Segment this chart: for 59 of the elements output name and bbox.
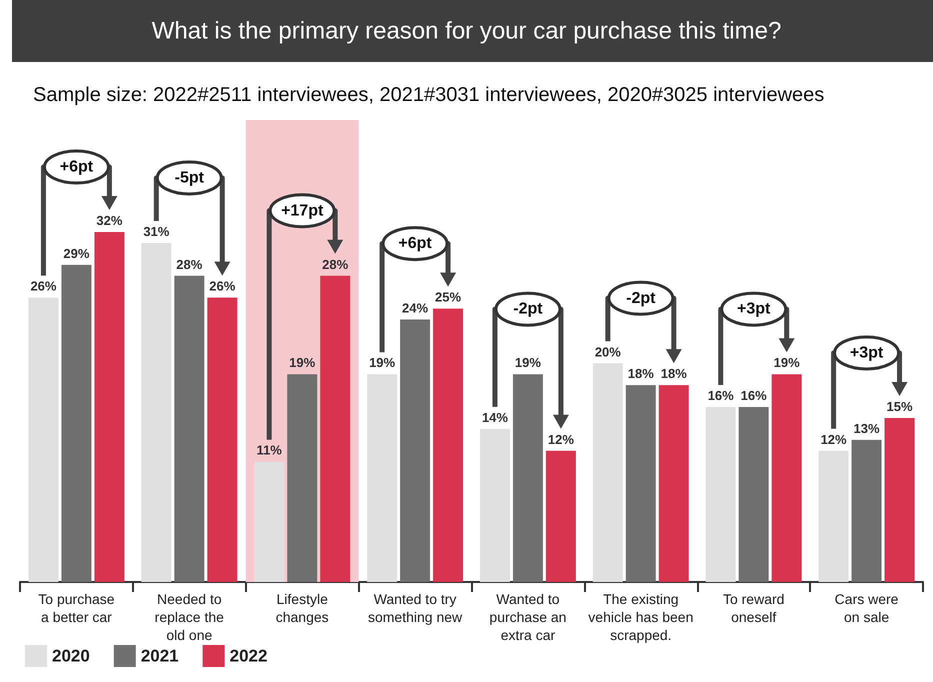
data-label: 28%	[322, 256, 349, 272]
bar	[706, 407, 736, 582]
x-tick-label: Lifestyle changes	[276, 591, 329, 625]
bar	[367, 374, 398, 582]
x-tick-label: The existing vehicle has been scrapped.	[588, 591, 694, 643]
data-label: 28%	[176, 256, 203, 272]
data-label: 18%	[660, 366, 688, 382]
x-tick-label: To reward oneself	[722, 591, 784, 625]
bar	[738, 407, 769, 582]
bar	[28, 298, 58, 582]
data-label: 18%	[628, 366, 654, 382]
text: -5pt	[174, 169, 205, 186]
bar	[658, 385, 689, 582]
x-tick-label: Needed to replace the old one	[154, 591, 224, 643]
annotation: +3pt	[850, 344, 884, 362]
chart-subtitle: Sample size: 2022#2511 interviewees, 2021#3031 interviewees, 2020#3025 interviewees	[33, 84, 824, 106]
data-label: 20%	[594, 344, 622, 360]
legend-label: 2020	[52, 646, 90, 666]
data-label: 19%	[774, 355, 800, 370]
data-label: 16%	[708, 388, 734, 403]
bar	[254, 462, 284, 582]
data-label: 31%	[143, 224, 170, 239]
data-label: 26%	[209, 278, 236, 294]
data-label: 12%	[548, 432, 574, 447]
chart-title: What is the primary reason for your car purchase this time?	[152, 18, 782, 44]
data-label: 11%	[256, 442, 282, 458]
data-label: 16%	[740, 388, 768, 403]
x-tick-label: Wanted to purchase an extra car	[489, 591, 566, 643]
data-label: 24%	[402, 300, 429, 316]
bar	[207, 298, 238, 582]
x-tick-label: Wanted to try something new	[368, 591, 464, 625]
x-tick-label: Cars were on sale	[834, 591, 899, 625]
bar	[546, 450, 576, 582]
data-label: 19%	[369, 355, 396, 370]
data-label: 13%	[854, 420, 880, 436]
annotation: -2pt	[513, 300, 544, 318]
x-tick-label: To purchase a better car	[38, 591, 115, 625]
data-label: 14%	[482, 410, 508, 425]
text: +17pt	[281, 202, 324, 220]
bar	[626, 385, 656, 582]
bar	[852, 440, 882, 582]
legend-label: 2021	[140, 646, 179, 666]
bar	[818, 450, 849, 582]
data-label: 25%	[435, 290, 462, 305]
data-label: 19%	[514, 355, 542, 370]
bar	[480, 428, 510, 582]
bar	[592, 363, 623, 582]
text: +6pt	[60, 158, 94, 176]
data-label: 26%	[30, 278, 57, 294]
annotation: -2pt	[626, 290, 656, 307]
annotation: +6pt	[398, 235, 432, 252]
data-label: 29%	[63, 246, 90, 261]
data-label: 19%	[289, 355, 316, 370]
data-label: 12%	[820, 432, 848, 447]
bar	[174, 276, 204, 582]
data-label: 15%	[886, 398, 913, 414]
legend-label: 2022	[230, 646, 268, 666]
data-label: 32%	[96, 213, 123, 228]
annotation: +3pt	[737, 300, 772, 318]
